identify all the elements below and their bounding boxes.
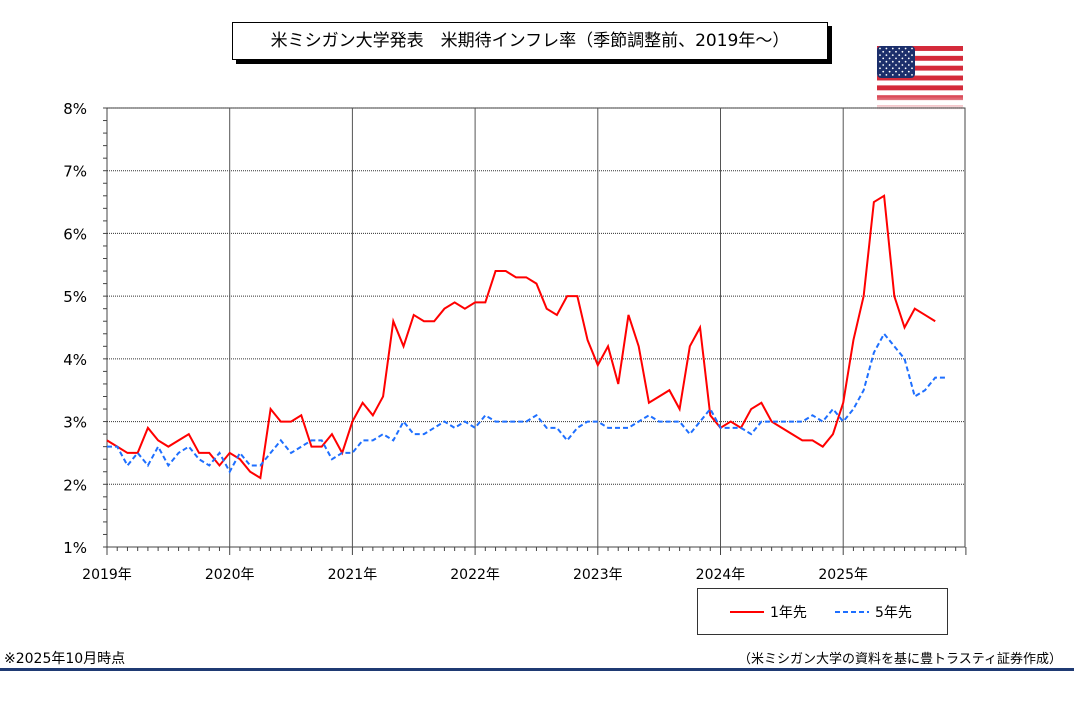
plot-area [106,107,966,548]
legend-label-5y: 5年先 [875,605,912,621]
line-chart: 1% 2% 3% 4% 5% 6% 7% 8% 2019年 2020年 2021年 2022年 2023… [63,100,967,583]
x-tick-label: 2019年 [82,567,132,583]
chart-title: 米ミシガン大学発表 米期待インフレ率（季節調整前、2019年～） [232,22,828,60]
y-tick-label: 2% [63,476,87,494]
series-line-5y [107,331,946,474]
y-tick-label: 1% [63,539,87,557]
source-note: （米ミシガン大学の資料を基に豊トラスティ証券作成） [738,652,1062,667]
x-tick-label: 2024年 [696,567,746,583]
legend-label-1y: 1年先 [770,605,807,621]
x-tick-label: 2020年 [205,567,255,583]
series-line-1y [106,194,936,480]
x-tick-label: 2021年 [328,567,378,583]
y-tick-label: 4% [63,351,87,369]
y-tick-label: 8% [63,100,87,118]
y-tick-label: 5% [63,288,87,306]
legend-item-1y: 1年先 [730,602,807,622]
legend-item-5y: 5年先 [835,602,912,622]
y-tick-label: 7% [63,163,87,181]
y-tick-label: 3% [63,414,87,432]
footer-rule [0,668,1074,671]
legend: 1年先 5年先 [697,588,948,635]
x-tick-label: 2025年 [818,567,868,583]
x-tick-label: 2022年 [450,567,500,583]
y-tick-label: 6% [63,225,87,243]
footnote: ※2025年10月時点 [4,651,126,667]
x-tick-label: 2023年 [573,567,623,583]
